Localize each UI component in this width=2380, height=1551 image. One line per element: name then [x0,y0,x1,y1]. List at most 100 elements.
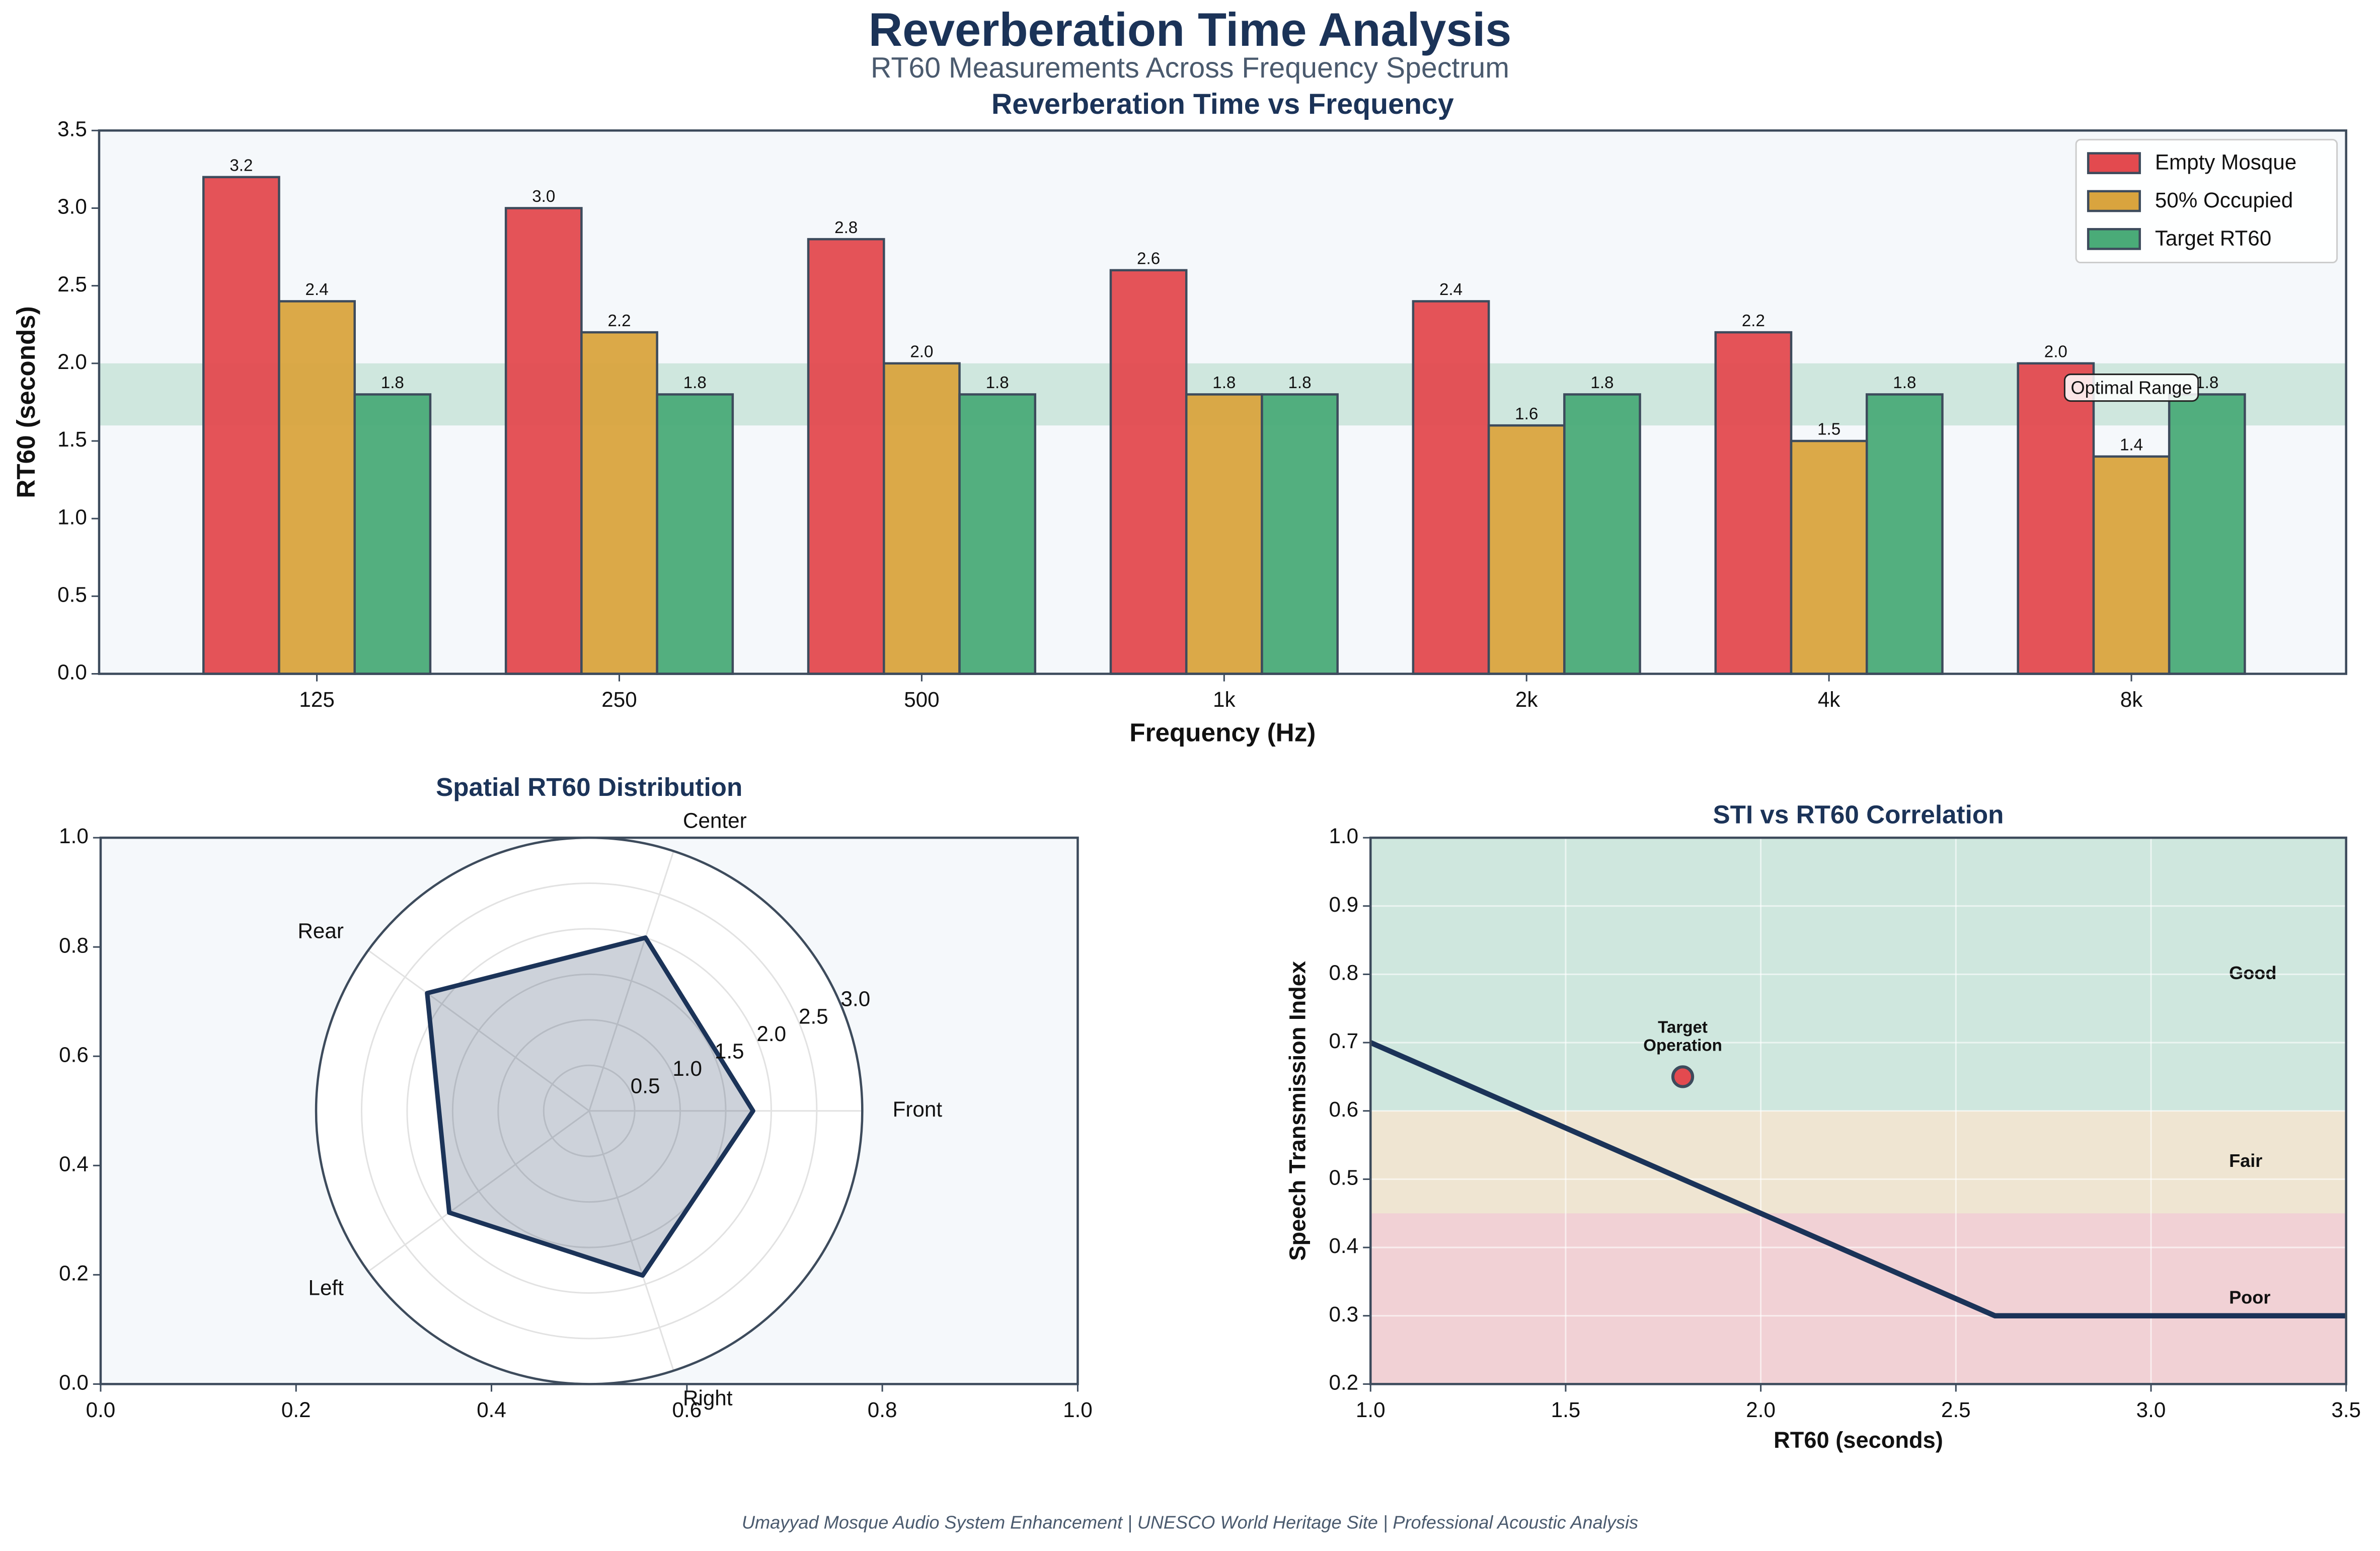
chart-title: STI vs RT60 Correlation [1713,800,2004,829]
bar [958,393,1037,675]
bar [1714,331,1793,675]
y-axis-label: RT60 (seconds) [12,306,40,498]
bar [202,176,280,675]
bar [1865,393,1944,675]
radial-tick-label: 3.0 [841,987,871,1011]
bar [1487,424,1566,675]
value-label: 2.0 [910,342,933,361]
bar [353,393,432,675]
legend-swatch [2087,152,2141,174]
value-label: 1.8 [683,374,707,392]
x-tick-label: 0.2 [281,1398,311,1422]
value-label: 1.8 [1288,374,1311,392]
x-tick-label: 1.0 [1063,1398,1093,1422]
value-label: 1.5 [1817,420,1840,439]
y-tick-label: 0.5 [57,582,87,606]
bar [2017,362,2095,675]
bar [1412,300,1490,675]
y-tick-label: 0.8 [1329,961,1358,985]
bar [1790,439,1868,675]
bar [807,238,885,675]
figure-subtitle: RT60 Measurements Across Frequency Spect… [871,52,1509,84]
y-tick-label: 0.0 [59,1371,89,1394]
y-tick-label: 0.5 [1329,1166,1358,1190]
value-label: 1.8 [986,374,1009,392]
category-label: Center [683,808,747,832]
bar [1185,393,1263,675]
category-label: Left [309,1276,344,1299]
y-tick-label: 0.6 [1329,1097,1358,1121]
category-label: Rear [297,919,343,942]
x-tick-label: 2.5 [1941,1398,1971,1422]
value-label: 1.8 [1590,374,1614,392]
zone-label: Fair [2229,1150,2262,1171]
bar [1563,393,1641,675]
radar-area [425,935,755,1278]
chart-title: Spatial RT60 Distribution [436,773,742,801]
zone [1370,1111,2346,1214]
band-label: Optimal Range [2070,378,2192,398]
value-label: 3.2 [229,156,253,175]
y-tick-label: 0.4 [59,1152,89,1175]
x-tick-label: 500 [904,688,939,711]
y-tick-label: 2.5 [57,272,87,296]
zone-label: Good [2229,963,2276,983]
x-tick-label: 125 [299,688,334,711]
value-label: 1.8 [381,374,404,392]
bar [504,207,583,675]
radial-tick-label: 1.0 [672,1057,702,1080]
zone [1370,1213,2346,1384]
value-label: 2.4 [305,280,329,299]
zone-label: Poor [2229,1287,2270,1307]
y-tick-label: 2.0 [57,350,87,374]
radial-tick-label: 1.5 [715,1040,744,1063]
legend-swatch [2087,190,2141,212]
x-tick-label: 0.8 [868,1398,897,1422]
y-tick-label: 0.0 [57,660,87,684]
y-tick-label: 0.6 [59,1043,89,1066]
y-tick-label: 3.5 [57,117,87,140]
x-tick-label: 0.0 [86,1398,116,1422]
line [1369,1040,2346,1319]
value-label: 1.8 [1893,374,1916,392]
plot-frame [98,129,2347,675]
x-tick-label: 1k [1213,688,1236,711]
category-label: Front [893,1097,943,1121]
value-label: 1.8 [2195,374,2218,392]
point-label: Target Operation [1643,1018,1722,1055]
y-tick-label: 1.0 [57,505,87,529]
bar [2092,455,2171,675]
value-label: 1.8 [1212,374,1236,392]
bar [883,362,961,675]
x-tick-label: 0.4 [477,1398,506,1422]
y-axis-label: Speech Transmission Index [1285,961,1311,1261]
value-label: 2.2 [607,312,631,330]
chart-title: Reverberation Time vs Frequency [991,88,1454,120]
x-axis-label: RT60 (seconds) [1774,1427,1943,1453]
legend-label: Empty Mosque [2155,151,2296,174]
bar [1261,393,1339,675]
radial-tick-label: 2.0 [756,1022,786,1046]
bar [1109,269,1188,675]
y-tick-label: 0.2 [1329,1371,1358,1394]
y-tick-label: 0.4 [1329,1234,1358,1258]
polar-frame [315,836,864,1385]
value-label: 1.4 [2120,435,2143,454]
x-tick-label: 4k [1818,688,1840,711]
x-tick-label: 2.0 [1746,1398,1776,1422]
y-tick-label: 1.5 [57,427,87,451]
value-label: 2.4 [1439,280,1463,299]
legend-label: Target RT60 [2155,226,2271,250]
bar [2168,393,2246,675]
x-tick-label: 1.5 [1551,1398,1581,1422]
legend-swatch [2087,228,2141,250]
plot-frame [1369,836,2347,1385]
legend-box [2075,138,2338,264]
value-label: 2.2 [1742,312,1765,330]
x-tick-label: 1.0 [1356,1398,1386,1422]
legend-label: 50% Occupied [2155,188,2293,212]
bar [656,393,734,675]
value-label: 1.6 [1515,405,1538,423]
x-tick-label: 8k [2120,688,2143,711]
